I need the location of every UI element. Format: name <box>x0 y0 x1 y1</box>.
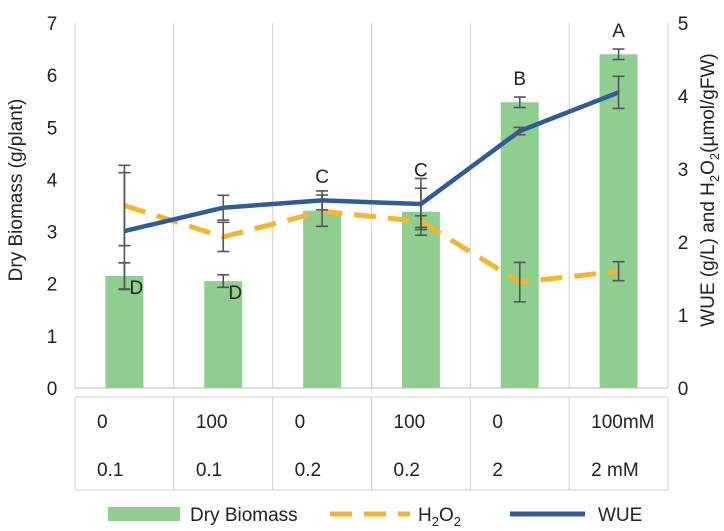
y2-axis-label: WUE (g/L) and H2O2(µmol/gFW) <box>698 53 722 327</box>
line-series <box>123 90 620 285</box>
significance-letter: A <box>612 21 625 42</box>
y2-label-part: WUE (g/L) and H <box>698 182 719 327</box>
h2o2-error-bar <box>513 261 526 303</box>
category-label-row1: 100mM <box>591 412 654 433</box>
y2-label-part: (µmol/gFW) <box>698 53 719 153</box>
wue-error-bar <box>118 171 131 291</box>
category-label-row1: 100 <box>394 412 426 433</box>
y-tick-label: 2 <box>47 275 58 296</box>
category-label-row2: 0.1 <box>97 460 123 481</box>
category-label-row2: 2 <box>492 460 503 481</box>
legend-label-h2o2: H2O2 <box>418 505 461 529</box>
legend-h2o2-part: O <box>439 505 454 526</box>
wue-error-bar <box>414 177 427 231</box>
y2-label-part: 2 <box>707 153 722 160</box>
bar <box>500 102 539 388</box>
significance-letter: D <box>228 283 242 304</box>
significance-letter: B <box>513 69 526 90</box>
wue-line <box>123 90 620 234</box>
wue-error-bar <box>612 75 625 110</box>
y2-label-part: O <box>698 160 719 175</box>
category-label-row2: 0.2 <box>394 460 420 481</box>
y-tick-label: 5 <box>47 118 58 139</box>
y2-tick-label: 2 <box>678 233 689 254</box>
bar-error-bar <box>217 274 230 289</box>
wue-error-bar <box>513 126 526 136</box>
axes: 0 1 2 3 4 5 6 7 0 1 2 3 4 5 <box>47 14 689 400</box>
y-tick-label: 3 <box>47 223 58 244</box>
significance-letter: C <box>414 160 428 181</box>
wue-error-bar <box>217 194 230 221</box>
h2o2-error-bar <box>612 260 625 282</box>
category-label-row1: 0 <box>97 412 108 433</box>
bar <box>599 54 638 389</box>
category-table: 0 100 0 100 0 100mM 0.1 0.1 0.2 0.2 2 2 mM <box>74 396 669 491</box>
category-label-row1: 100 <box>196 412 228 433</box>
y2-tick-label: 0 <box>678 379 689 400</box>
category-label-row2: 0.2 <box>295 460 321 481</box>
bar <box>204 281 243 388</box>
legend-h2o2-part: 2 <box>432 514 439 529</box>
h2o2-error-bar <box>217 221 230 253</box>
legend-h2o2-part: H <box>418 505 432 526</box>
category-label-row1: 0 <box>295 412 306 433</box>
y-axis-label: Dry Biomass (g/plant) <box>6 99 27 282</box>
error-bars <box>118 48 625 303</box>
legend-swatch-dry-biomass <box>108 507 180 521</box>
y-tick-label: 1 <box>47 327 58 348</box>
category-label-row2: 2 mM <box>591 460 639 481</box>
legend-h2o2-part: 2 <box>454 514 461 529</box>
significance-letter: D <box>130 278 144 299</box>
y-tick-label: 0 <box>47 379 58 400</box>
y2-tick-label: 4 <box>678 87 689 108</box>
y2-tick-label: 5 <box>678 14 689 35</box>
significance-letters: D D C C B A <box>130 21 626 304</box>
legend: Dry Biomass H2O2 WUE <box>108 505 642 529</box>
bar <box>401 211 440 388</box>
legend-label-wue: WUE <box>598 505 642 526</box>
y2-label-part: 2 <box>707 175 722 182</box>
y2-tick-label: 3 <box>678 160 689 181</box>
bar-error-bar <box>612 48 625 61</box>
bar-error-bar <box>513 96 526 109</box>
y-tick-label: 4 <box>47 170 58 191</box>
bar <box>303 210 342 388</box>
y2-tick-label: 1 <box>678 306 689 327</box>
y-tick-label: 7 <box>47 14 58 35</box>
grid-lines <box>74 23 669 388</box>
h2o2-line <box>123 203 619 285</box>
y-tick-label: 6 <box>47 66 58 87</box>
category-label-row2: 0.1 <box>196 460 222 481</box>
bar-series <box>105 54 638 389</box>
wue-error-bar <box>316 190 329 211</box>
legend-label-dry-biomass: Dry Biomass <box>190 505 298 526</box>
significance-letter: C <box>315 167 329 188</box>
bar <box>105 275 144 388</box>
category-label-row1: 0 <box>492 412 503 433</box>
